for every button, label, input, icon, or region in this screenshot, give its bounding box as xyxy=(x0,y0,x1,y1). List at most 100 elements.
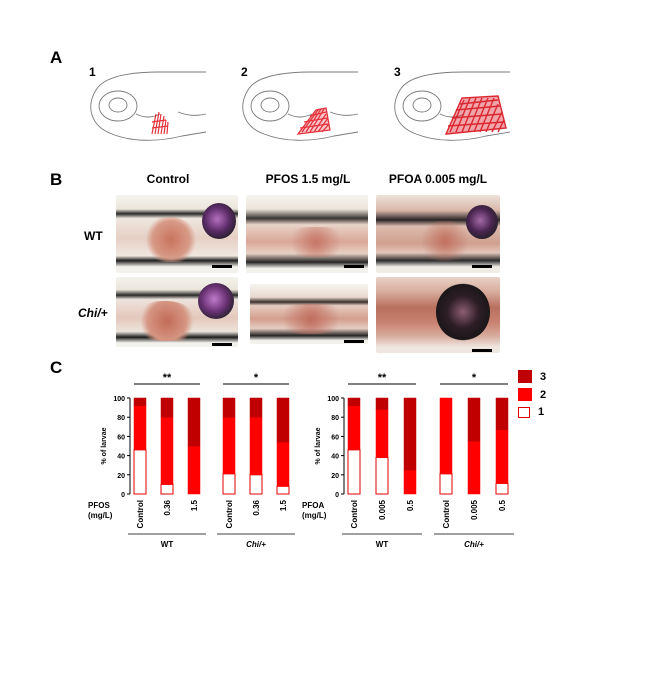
legend-swatch-2 xyxy=(518,388,532,401)
y-tick-label: 40 xyxy=(117,454,125,461)
x-tick-label: 0.5 xyxy=(406,499,415,511)
bar-0.5-2-level-3 xyxy=(403,397,417,471)
legend-item-3: 3 xyxy=(518,370,546,383)
x-tick-label: Control xyxy=(225,500,234,528)
bar-0.36-4-level-3 xyxy=(249,397,263,418)
bar-0.36-4-level-2 xyxy=(249,416,263,476)
bar-control-3-level-2 xyxy=(222,416,236,475)
x-tick-label: 0.36 xyxy=(252,499,261,515)
bar-0.005-1-level-3 xyxy=(375,397,389,410)
y-tick-label: 80 xyxy=(117,415,125,422)
row-label-chi: Chi/+ xyxy=(78,306,108,320)
bar-0.36-1-level-3 xyxy=(160,397,174,418)
y-axis-label: % of larvae xyxy=(315,427,322,464)
micrograph-wt-pfos xyxy=(246,195,368,273)
micrograph-wt-control xyxy=(116,195,238,273)
bar-0.005-1-level-2 xyxy=(375,409,389,458)
cartilage-stain-level-1 xyxy=(151,111,169,135)
column-title-pfos: PFOS 1.5 mg/L xyxy=(265,172,351,186)
bar-control-0-level-3 xyxy=(347,397,361,406)
y-tick-label: 60 xyxy=(331,434,339,441)
y-tick-label: 40 xyxy=(331,454,339,461)
treatment-unit-label: (mg/L) xyxy=(88,511,113,520)
legend: 3 2 1 xyxy=(518,370,546,418)
chart-pfos: 0 20 40 60 80 100 % of larvae Control 0.36 1.5 Con… xyxy=(88,372,295,549)
bar-0.36-1-level-1 xyxy=(160,483,174,495)
x-tick-label: 1.5 xyxy=(279,499,288,511)
legend-item-2: 2 xyxy=(518,388,546,401)
cartilage-stain-level-3 xyxy=(444,95,507,135)
bar-1.5-2-level-2 xyxy=(187,445,201,495)
bar-control-3-level-3 xyxy=(222,397,236,418)
y-tick-label: 80 xyxy=(331,415,339,422)
bar-control-3-level-1 xyxy=(222,473,236,495)
x-tick-label: 0.5 xyxy=(498,499,507,511)
group-label: Chi/+ xyxy=(246,540,266,549)
row-label-wt: WT xyxy=(84,229,103,243)
x-tick-label: 0.005 xyxy=(378,499,387,520)
bar-1.5-5-level-3 xyxy=(276,397,290,443)
bar-control-0-level-2 xyxy=(347,405,361,451)
x-tick-label: 0.36 xyxy=(163,499,172,515)
y-tick-label: 0 xyxy=(121,492,125,499)
treatment-label: PFOA xyxy=(302,501,324,510)
x-tick-label: Control xyxy=(136,500,145,528)
bar-0.5-5-level-1 xyxy=(495,482,509,495)
group-label: WT xyxy=(376,540,389,549)
bar-0.5-2-level-2 xyxy=(403,469,417,495)
panel-b-label: B xyxy=(50,170,63,189)
bar-0.005-4-level-3 xyxy=(467,397,481,442)
bar-0.5-5-level-3 xyxy=(495,397,509,430)
bar-control-3-level-1 xyxy=(439,473,453,495)
bar-0.005-4-level-2 xyxy=(467,440,481,495)
y-tick-label: 20 xyxy=(117,473,125,480)
y-tick-label: 100 xyxy=(113,396,125,403)
sketch-1-number: 1 xyxy=(89,65,96,79)
treatment-label: PFOS xyxy=(88,501,110,510)
bar-1.5-5-level-1 xyxy=(276,485,290,495)
bar-control-0-level-1 xyxy=(133,449,147,495)
bar-0.36-4-level-1 xyxy=(249,474,263,495)
legend-label-1: 1 xyxy=(538,406,545,418)
bar-control-0-level-2 xyxy=(133,405,147,451)
scale-bar xyxy=(472,349,492,352)
y-tick-label: 60 xyxy=(117,434,125,441)
significance-label: * xyxy=(472,372,477,384)
legend-swatch-1 xyxy=(518,406,530,418)
micrograph-chi-control xyxy=(116,277,238,347)
sketch-2-number: 2 xyxy=(241,65,248,79)
bar-control-0-level-3 xyxy=(133,397,147,406)
bar-0.36-1-level-2 xyxy=(160,416,174,485)
bar-0.5-5-level-2 xyxy=(495,429,509,484)
bar-0.005-1-level-1 xyxy=(375,457,389,495)
y-axis-label: % of larvae xyxy=(101,427,108,464)
micrograph-chi-pfos xyxy=(250,284,368,344)
micrograph-chi-pfoa xyxy=(376,277,500,353)
column-title-control: Control xyxy=(146,172,190,186)
y-tick-label: 100 xyxy=(327,396,339,403)
column-title-pfoa: PFOA 0.005 mg/L xyxy=(388,172,488,186)
panel-a-label: A xyxy=(50,48,63,67)
larva-sketch-level-1 xyxy=(90,71,207,141)
legend-item-1: 1 xyxy=(518,406,546,418)
significance-label: ** xyxy=(163,372,172,384)
x-tick-label: Control xyxy=(350,500,359,528)
scale-bar xyxy=(212,265,232,268)
legend-swatch-3 xyxy=(518,370,532,383)
bar-control-0-level-1 xyxy=(347,449,361,495)
y-tick-label: 0 xyxy=(335,492,339,499)
larva-sketch-level-3 xyxy=(394,71,511,141)
larva-sketch-level-2 xyxy=(242,71,359,141)
scale-bar xyxy=(212,343,232,346)
cartilage-stain-level-2 xyxy=(296,107,331,135)
x-tick-label: 0.005 xyxy=(470,499,479,520)
scale-bar xyxy=(344,265,364,268)
legend-label-3: 3 xyxy=(540,370,547,383)
x-tick-label: 1.5 xyxy=(190,499,199,511)
significance-label: ** xyxy=(378,372,387,384)
scale-bar xyxy=(344,340,364,343)
chart-pfoa: 0 20 40 60 80 100 % of larvae Control 0.005 0.5 Co… xyxy=(302,372,514,549)
x-tick-label: Control xyxy=(442,500,451,528)
micrograph-wt-pfoa xyxy=(376,195,500,273)
group-label: Chi/+ xyxy=(464,540,484,549)
